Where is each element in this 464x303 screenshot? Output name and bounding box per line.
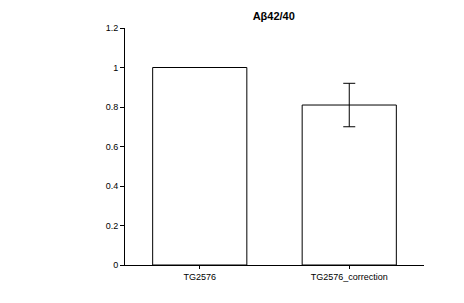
svg-text:1: 1 [113, 63, 118, 73]
svg-text:Aβ42/40: Aβ42/40 [253, 10, 295, 22]
svg-text:1.2: 1.2 [106, 23, 119, 33]
svg-text:0.2: 0.2 [106, 221, 119, 231]
svg-text:TG2576: TG2576 [183, 272, 216, 282]
svg-text:0.4: 0.4 [106, 181, 119, 191]
svg-text:0.8: 0.8 [106, 102, 119, 112]
svg-text:0.6: 0.6 [106, 142, 119, 152]
svg-text:0: 0 [113, 260, 118, 270]
svg-text:TG2576_correction: TG2576_correction [311, 272, 388, 282]
